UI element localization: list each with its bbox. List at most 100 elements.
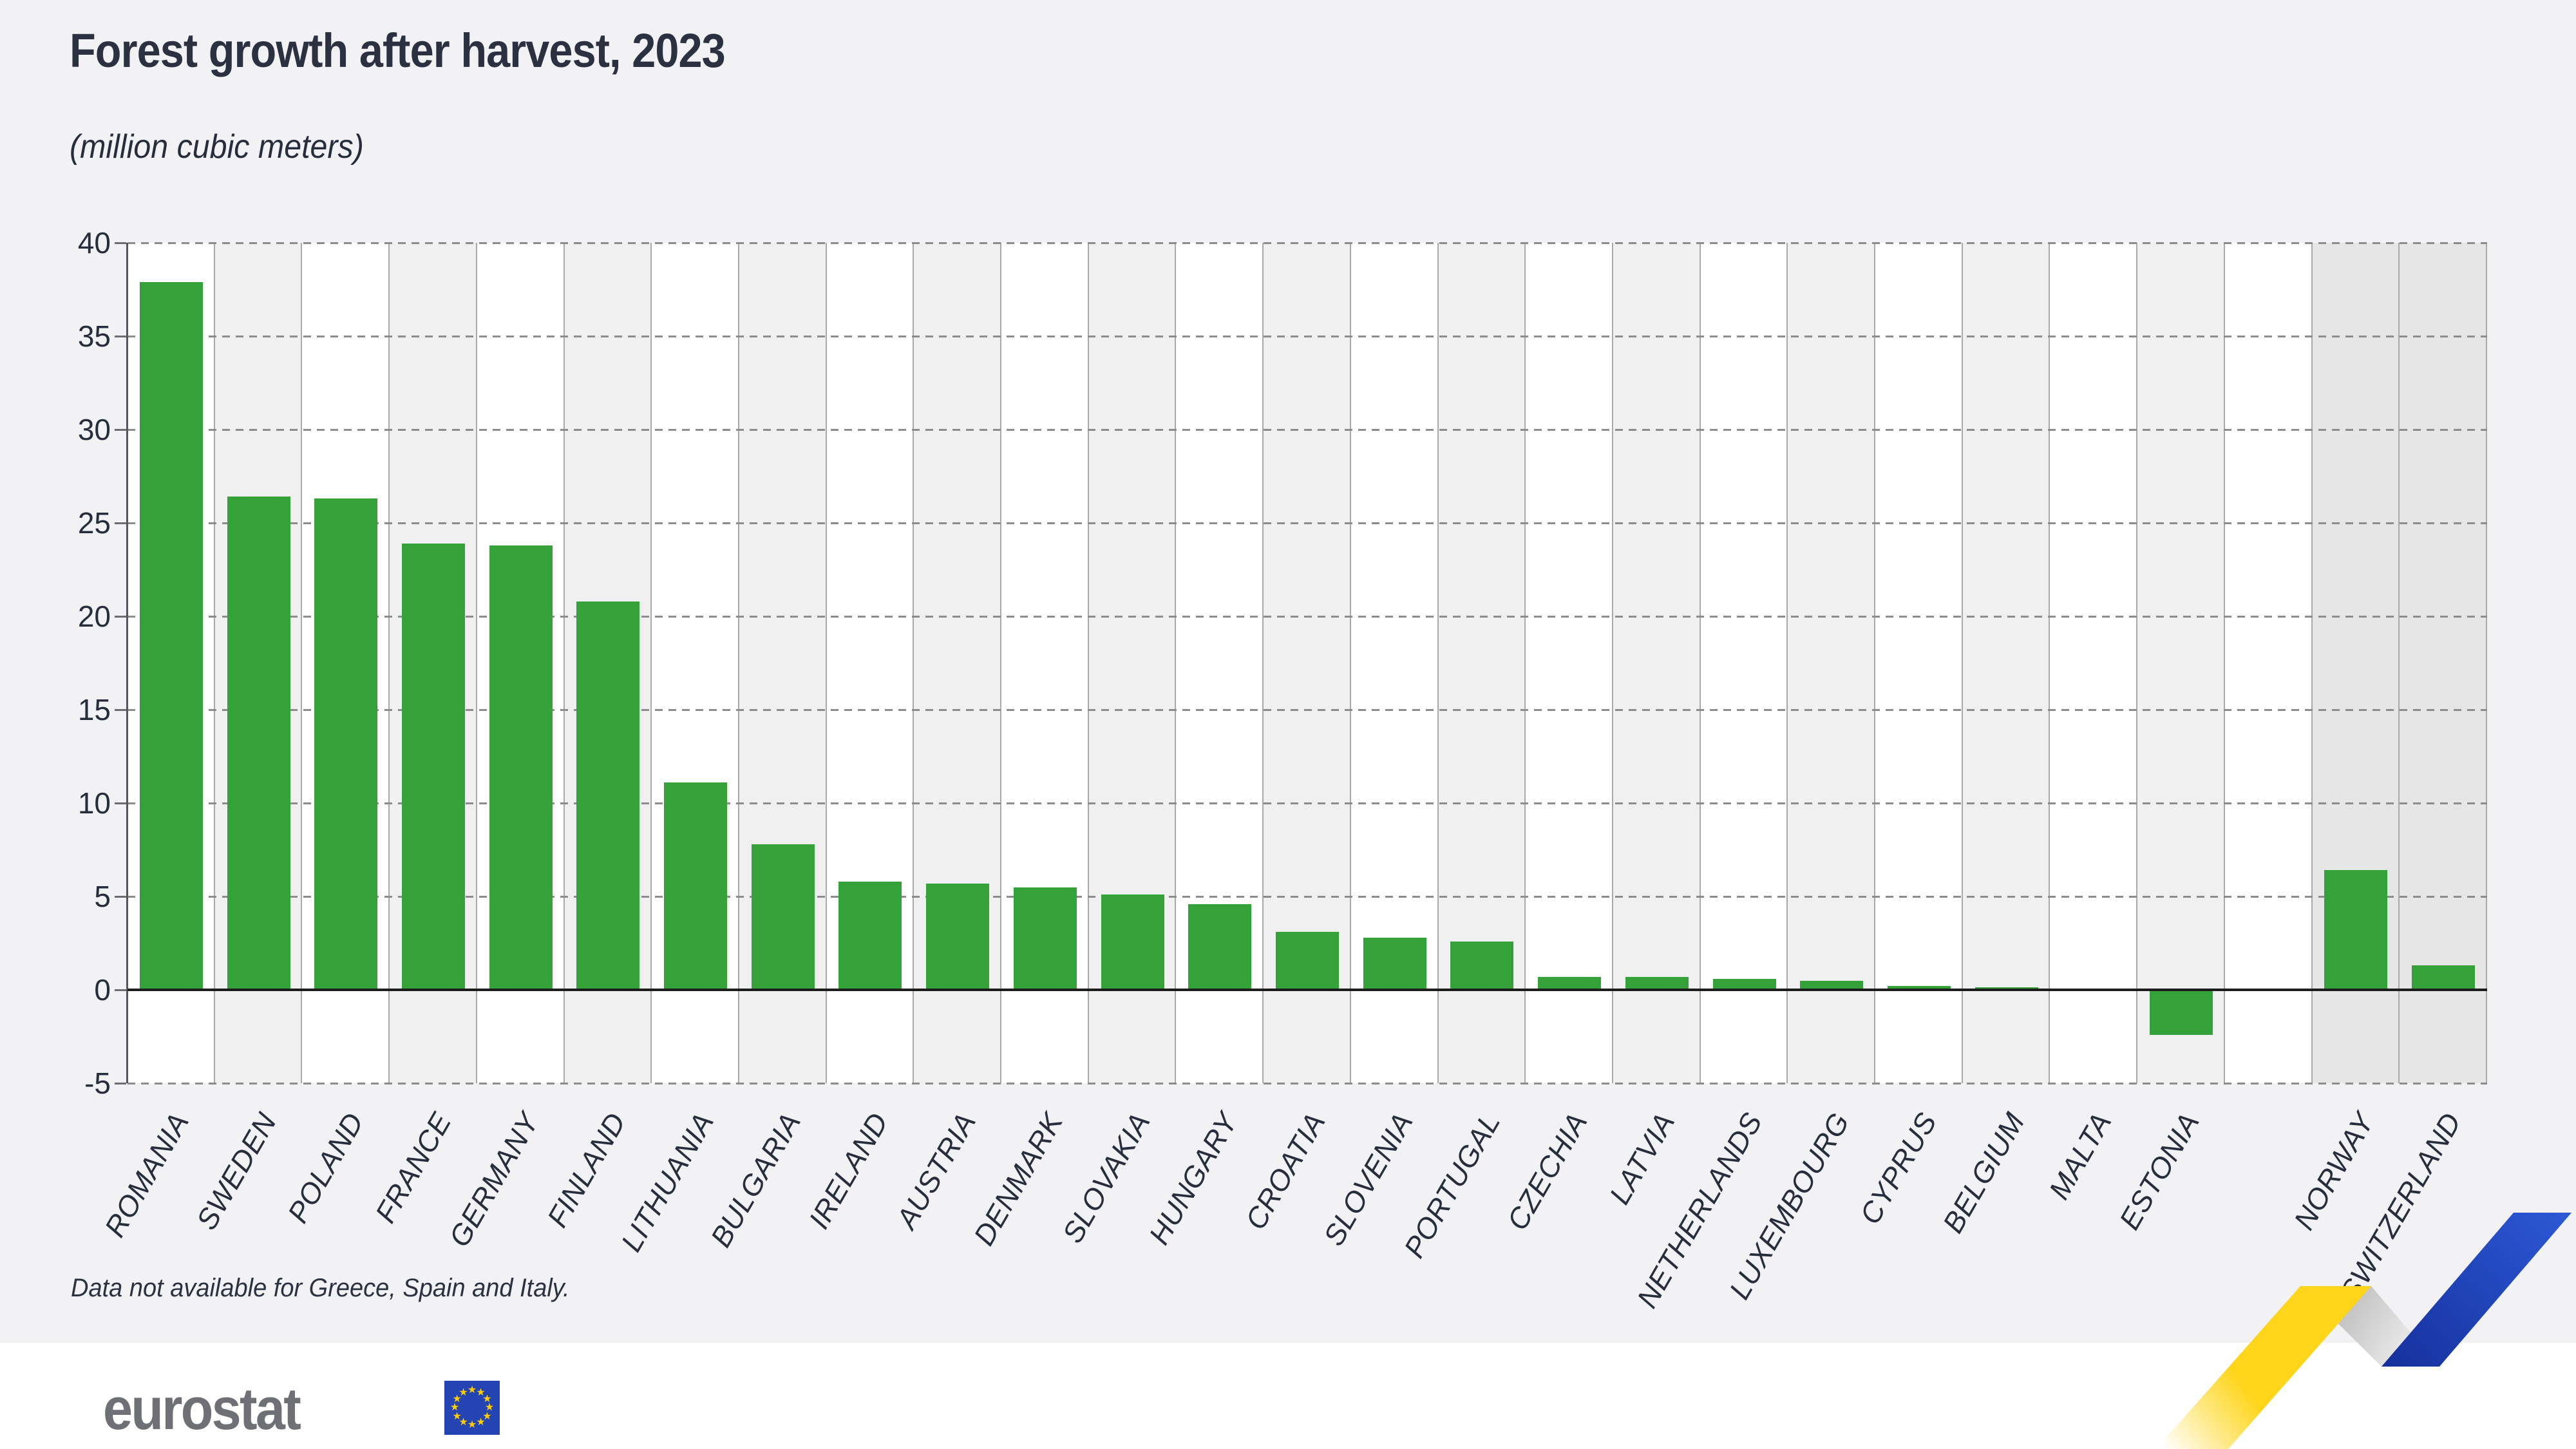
bar-hungary: [1188, 904, 1252, 990]
country-label-croatia: CROATIA: [1238, 1107, 1332, 1235]
y-axis-label: 10: [77, 786, 111, 820]
y-axis-label: 0: [94, 973, 111, 1007]
eu-flag-star: ★: [484, 1402, 495, 1413]
bar-slovakia: [1101, 895, 1164, 990]
country-label-slovenia: SLOVENIA: [1316, 1107, 1419, 1251]
highlight-band: [2400, 243, 2487, 1083]
bar-ireland: [838, 881, 902, 990]
country-label-ireland: IRELAND: [802, 1107, 895, 1235]
y-axis-tick: [115, 1083, 126, 1084]
column-band: [1962, 243, 2050, 1083]
country-label-sweden: SWEDEN: [189, 1107, 283, 1236]
y-axis-label: 15: [77, 693, 111, 726]
eurostat-logo-text: eurostat: [103, 1376, 301, 1442]
y-axis-label: 25: [77, 506, 111, 540]
chart-unit-subtitle: (million cubic meters): [70, 128, 364, 166]
country-label-latvia: LATVIA: [1602, 1107, 1681, 1210]
eu-flag-star: ★: [452, 1410, 462, 1422]
country-label-germany: GERMANY: [442, 1107, 545, 1253]
country-label-czechia: CZECHIA: [1501, 1107, 1594, 1236]
country-label-hungary: HUNGARY: [1142, 1107, 1244, 1250]
gridline-y-30: [128, 429, 2487, 431]
bar-luxembourg: [1800, 980, 1864, 990]
bar-czechia: [1538, 976, 1602, 990]
country-label-finland: FINLAND: [540, 1107, 633, 1233]
bar-portugal: [1450, 941, 1514, 990]
eu-flag-star: ★: [450, 1402, 460, 1413]
y-axis-tick: [115, 989, 126, 991]
y-axis-tick: [115, 896, 126, 898]
column-band: [1613, 243, 1701, 1083]
y-axis-label: 35: [77, 319, 111, 353]
eu-flag-star: ★: [476, 1417, 486, 1428]
gridline-y--5: [128, 1083, 2487, 1084]
y-axis-tick: [115, 616, 126, 618]
gridline-y-10: [128, 802, 2487, 804]
eu-flag-star: ★: [476, 1387, 486, 1398]
gridline-y-25: [128, 522, 2487, 524]
country-label-france: FRANCE: [368, 1107, 458, 1229]
eu-flag-star: ★: [482, 1410, 492, 1422]
y-axis-tick: [115, 802, 126, 804]
bar-belgium: [1975, 987, 2038, 990]
column-band: [1788, 243, 1876, 1083]
bar-norway: [2324, 870, 2388, 990]
ribbon-blue-band: [2382, 1213, 2571, 1367]
y-axis-tick: [115, 242, 126, 244]
y-axis-tick: [115, 522, 126, 524]
ribbon-graphic: [2156, 1213, 2571, 1449]
y-axis-label: 30: [77, 413, 111, 446]
y-axis-line: [126, 243, 128, 1083]
bar-denmark: [1013, 887, 1077, 990]
eu-flag-star: ★: [467, 1385, 477, 1396]
column-band: [1526, 243, 1613, 1083]
country-label-poland: POLAND: [281, 1107, 370, 1229]
eu-flag-star: ★: [482, 1393, 492, 1405]
zero-axis-line: [128, 989, 2487, 991]
bar-france: [401, 543, 465, 990]
gridline-y-15: [128, 709, 2487, 711]
gridline-y-40: [128, 242, 2487, 244]
bar-austria: [926, 883, 990, 990]
country-label-malta: MALTA: [2042, 1107, 2118, 1205]
ribbon-yellow-band: [2156, 1286, 2371, 1449]
bar-netherlands: [1712, 978, 1776, 990]
y-axis-label: 20: [77, 600, 111, 633]
footnote: Data not available for Greece, Spain and…: [71, 1274, 570, 1302]
y-axis-label: 40: [77, 226, 111, 260]
y-axis-label: -5: [84, 1066, 111, 1100]
eu-flag-star: ★: [467, 1419, 477, 1430]
y-axis-tick: [115, 429, 126, 431]
y-axis-tick: [115, 336, 126, 337]
bar-switzerland: [2412, 965, 2476, 990]
column-band: [1875, 243, 1963, 1083]
y-axis-label: 5: [94, 880, 111, 913]
bar-slovenia: [1363, 937, 1426, 990]
column-band: [2224, 243, 2313, 1083]
gridline-y-20: [128, 616, 2487, 618]
bar-sweden: [227, 497, 290, 990]
eu-flag-icon: ★ ★ ★ ★ ★ ★ ★ ★ ★ ★ ★ ★: [444, 1381, 500, 1435]
country-label-denmark: DENMARK: [967, 1107, 1070, 1251]
bar-germany: [489, 545, 553, 990]
country-label-belgium: BELGIUM: [1936, 1107, 2031, 1238]
gridline-y-5: [128, 896, 2487, 898]
eu-flag-star: ★: [459, 1417, 468, 1428]
column-band: [2137, 243, 2225, 1083]
eu-flag-star: ★: [452, 1393, 462, 1405]
bar-lithuania: [664, 782, 728, 990]
bar-latvia: [1625, 976, 1689, 990]
page-title: Forest growth after harvest, 2023: [70, 24, 726, 77]
bar-croatia: [1276, 932, 1339, 990]
eu-flag-star: ★: [459, 1387, 468, 1398]
y-axis-tick: [115, 709, 126, 711]
gridline-y-35: [128, 336, 2487, 337]
column-band: [1700, 243, 1788, 1083]
bar-bulgaria: [751, 844, 815, 990]
bar-poland: [314, 498, 378, 990]
footer-white-band: [0, 1343, 2576, 1449]
country-label-austria: AUSTRIA: [889, 1107, 982, 1235]
country-label-romania: ROMANIA: [98, 1107, 196, 1243]
country-label-bulgaria: BULGARIA: [704, 1107, 808, 1253]
